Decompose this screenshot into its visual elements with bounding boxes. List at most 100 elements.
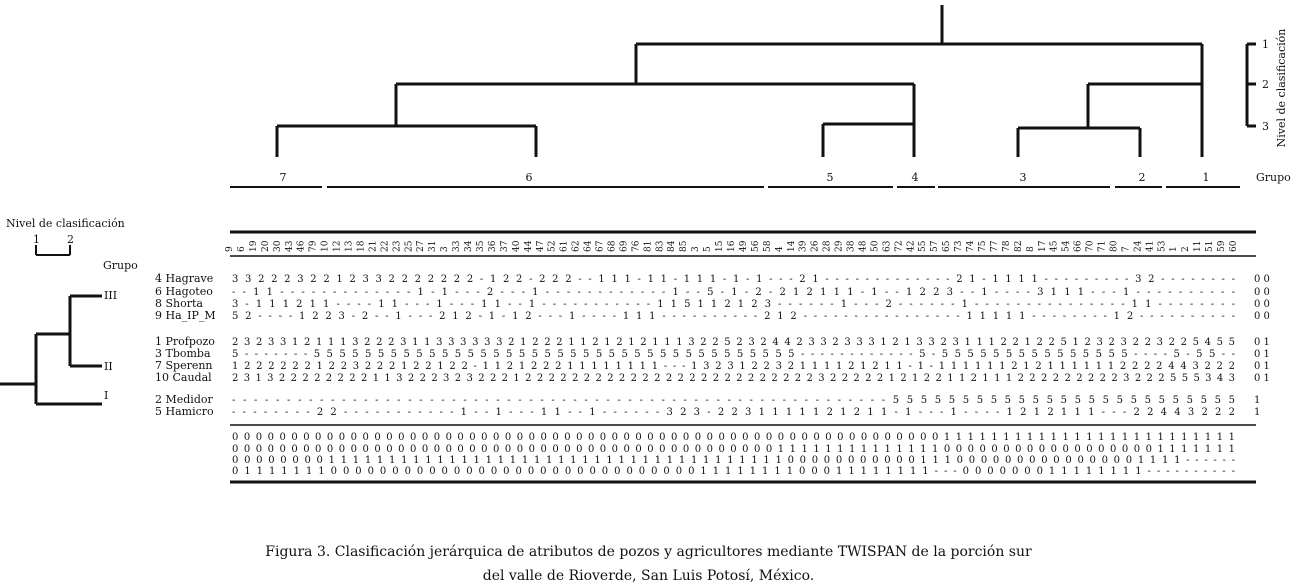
species-row: 10 Caudal 2 3 1 3 2 2 2 2 2 2 2 2 1 1 3 2… xyxy=(155,371,1270,384)
group-label: 2 xyxy=(1139,171,1146,184)
species-code: 0 0 xyxy=(1254,287,1270,298)
sample-number: 2 xyxy=(1181,246,1191,252)
sample-number: 76 xyxy=(631,240,641,252)
sample-number: 36 xyxy=(488,240,498,252)
species-code: 0 1 xyxy=(1254,349,1270,360)
sample-number: 11 xyxy=(1193,241,1203,252)
sample-number: 57 xyxy=(930,240,940,252)
species-cluster-label: II xyxy=(104,360,113,373)
species-dendrogram xyxy=(0,294,102,406)
species-code: 0 0 xyxy=(1254,299,1270,310)
species-code: 0 1 xyxy=(1254,361,1270,372)
level-title-right: Nivel de clasificación xyxy=(1275,29,1288,148)
sample-number: 49 xyxy=(739,240,749,252)
sample-number: 80 xyxy=(1109,240,1119,252)
species-row: 4 Hagrave 3 3 2 2 2 3 2 2 1 2 3 3 2 2 2 2… xyxy=(155,272,1270,285)
sample-number: 63 xyxy=(882,240,892,252)
sample-number: 43 xyxy=(285,240,295,252)
species-values: - - 1 1 - - - - - - - - - - - - - 1 - 1 … xyxy=(232,287,1235,298)
sample-dendrogram xyxy=(275,5,1204,157)
species-row: 7 Sperenn 1 2 2 2 2 2 2 1 2 2 3 2 2 2 1 2… xyxy=(155,359,1270,372)
species-values: 2 3 1 3 2 2 2 2 2 2 2 2 1 1 3 2 2 2 3 2 … xyxy=(232,373,1235,384)
sample-number: 61 xyxy=(560,241,570,252)
sample-number: 40 xyxy=(512,240,522,252)
species-values: - - - - - - - - - - - - - - - - - - - - … xyxy=(232,395,1235,406)
sample-number: 59 xyxy=(1217,240,1227,252)
species-row: 2 Medidor - - - - - - - - - - - - - - - -… xyxy=(155,393,1260,406)
sample-number: 21 xyxy=(368,241,378,252)
species-label: 7 Sperenn xyxy=(155,359,213,372)
group-label: 6 xyxy=(526,171,533,184)
sample-number: 60 xyxy=(1229,240,1239,252)
code-row: 0 0 0 0 0 0 0 0 0 0 0 0 0 0 0 0 0 0 0 0 … xyxy=(232,444,1235,455)
species-values: 5 - - - - - - - 5 5 5 5 5 5 5 5 5 5 5 5 … xyxy=(232,349,1235,360)
sample-number: 55 xyxy=(918,240,928,252)
sample-number: 20 xyxy=(261,240,271,252)
sample-number: 67 xyxy=(596,240,606,252)
sample-number: 8 xyxy=(1026,246,1036,252)
sample-number: 45 xyxy=(1050,240,1060,252)
species-row: 1 Profpozo 2 3 2 3 3 1 2 1 1 1 3 2 2 2 3 … xyxy=(155,335,1270,348)
species-label: 8 Shorta xyxy=(155,297,203,310)
group-header-left: Grupo xyxy=(103,259,138,272)
sample-number: 9 xyxy=(225,246,235,252)
sample-number: 4 xyxy=(775,246,785,252)
sample-number: 41 xyxy=(1145,241,1155,252)
group-label: 5 xyxy=(827,171,834,184)
species-row: 8 Shorta 3 - 1 1 1 2 1 1 - - - - 1 1 - - … xyxy=(155,297,1270,310)
species-cluster-label: I xyxy=(104,389,108,402)
code-row: 0 1 1 1 1 1 1 1 0 0 0 0 0 0 0 0 0 0 0 0 … xyxy=(232,466,1235,477)
level-tick-right: 3 xyxy=(1262,120,1269,133)
sample-number: 75 xyxy=(978,240,988,252)
sample-number: 46 xyxy=(297,240,307,252)
sample-number: 42 xyxy=(906,241,916,252)
species-label: 2 Medidor xyxy=(155,393,213,406)
sample-number: 47 xyxy=(536,240,546,252)
sample-number: 10 xyxy=(321,240,331,252)
species-label: 4 Hagrave xyxy=(155,272,213,285)
species-values: 5 2 - - - - 1 2 2 3 - 2 - - 1 - - - 2 1 … xyxy=(232,311,1235,322)
sample-number: 16 xyxy=(727,240,737,252)
code-rows: 0 0 0 0 0 0 0 0 0 0 0 0 0 0 0 0 0 0 0 0 … xyxy=(232,432,1235,477)
sample-number: 19 xyxy=(249,240,259,252)
group-label: 7 xyxy=(280,171,287,184)
sample-number: 7 xyxy=(1121,246,1131,252)
species-label: 1 Profpozo xyxy=(155,335,215,348)
species-code: 1 xyxy=(1254,395,1260,406)
sample-number: 29 xyxy=(835,240,845,252)
sample-labels: 9 6 19 20 30 43 46 79 10 12 13 18 21 22 23 25 27 31 3 33 34 3… xyxy=(225,240,1239,252)
sample-number: 69 xyxy=(619,240,629,252)
sample-number: 14 xyxy=(787,240,797,252)
sample-number: 12 xyxy=(333,241,343,252)
sample-number: 5 xyxy=(703,246,713,252)
group-label: 4 xyxy=(912,171,919,184)
sample-number: 28 xyxy=(823,240,833,252)
group-header-top: Grupo xyxy=(1256,171,1291,184)
species-values: 3 3 2 2 2 3 2 2 1 2 3 3 2 2 2 2 2 2 2 - … xyxy=(232,274,1235,285)
species-label: 3 Tbomba xyxy=(155,347,211,360)
sample-number: 30 xyxy=(273,240,283,252)
sample-number: 52 xyxy=(548,241,558,252)
sample-number: 54 xyxy=(1062,240,1072,252)
group-label: 3 xyxy=(1020,171,1027,184)
level-tick-left: 1 xyxy=(33,233,40,246)
level-ticks-right: 1 2 3 xyxy=(1262,38,1269,133)
species-label: 10 Caudal xyxy=(155,371,212,384)
level-tick-right: 1 xyxy=(1262,38,1269,51)
sample-number: 17 xyxy=(1038,240,1048,252)
sample-number: 3 xyxy=(440,246,450,252)
sample-number: 84 xyxy=(667,240,677,252)
species-values: - - - - - - - - 2 2 - - - - - - - - - - … xyxy=(232,407,1235,418)
sample-number: 37 xyxy=(500,240,510,252)
sample-number: 25 xyxy=(404,240,414,252)
species-row: 3 Tbomba 5 - - - - - - - 5 5 5 5 5 5 5 5 … xyxy=(155,347,1270,360)
sample-number: 35 xyxy=(476,240,486,252)
sample-number: 51 xyxy=(1205,241,1215,252)
species-rows: 4 Hagrave 3 3 2 2 2 3 2 2 1 2 3 3 2 2 2 2… xyxy=(155,272,1270,418)
caption-line-1: Figura 3. Clasificación jerárquica de at… xyxy=(265,544,1032,560)
sample-number: 71 xyxy=(1098,241,1108,252)
species-code: 0 0 xyxy=(1254,274,1270,285)
